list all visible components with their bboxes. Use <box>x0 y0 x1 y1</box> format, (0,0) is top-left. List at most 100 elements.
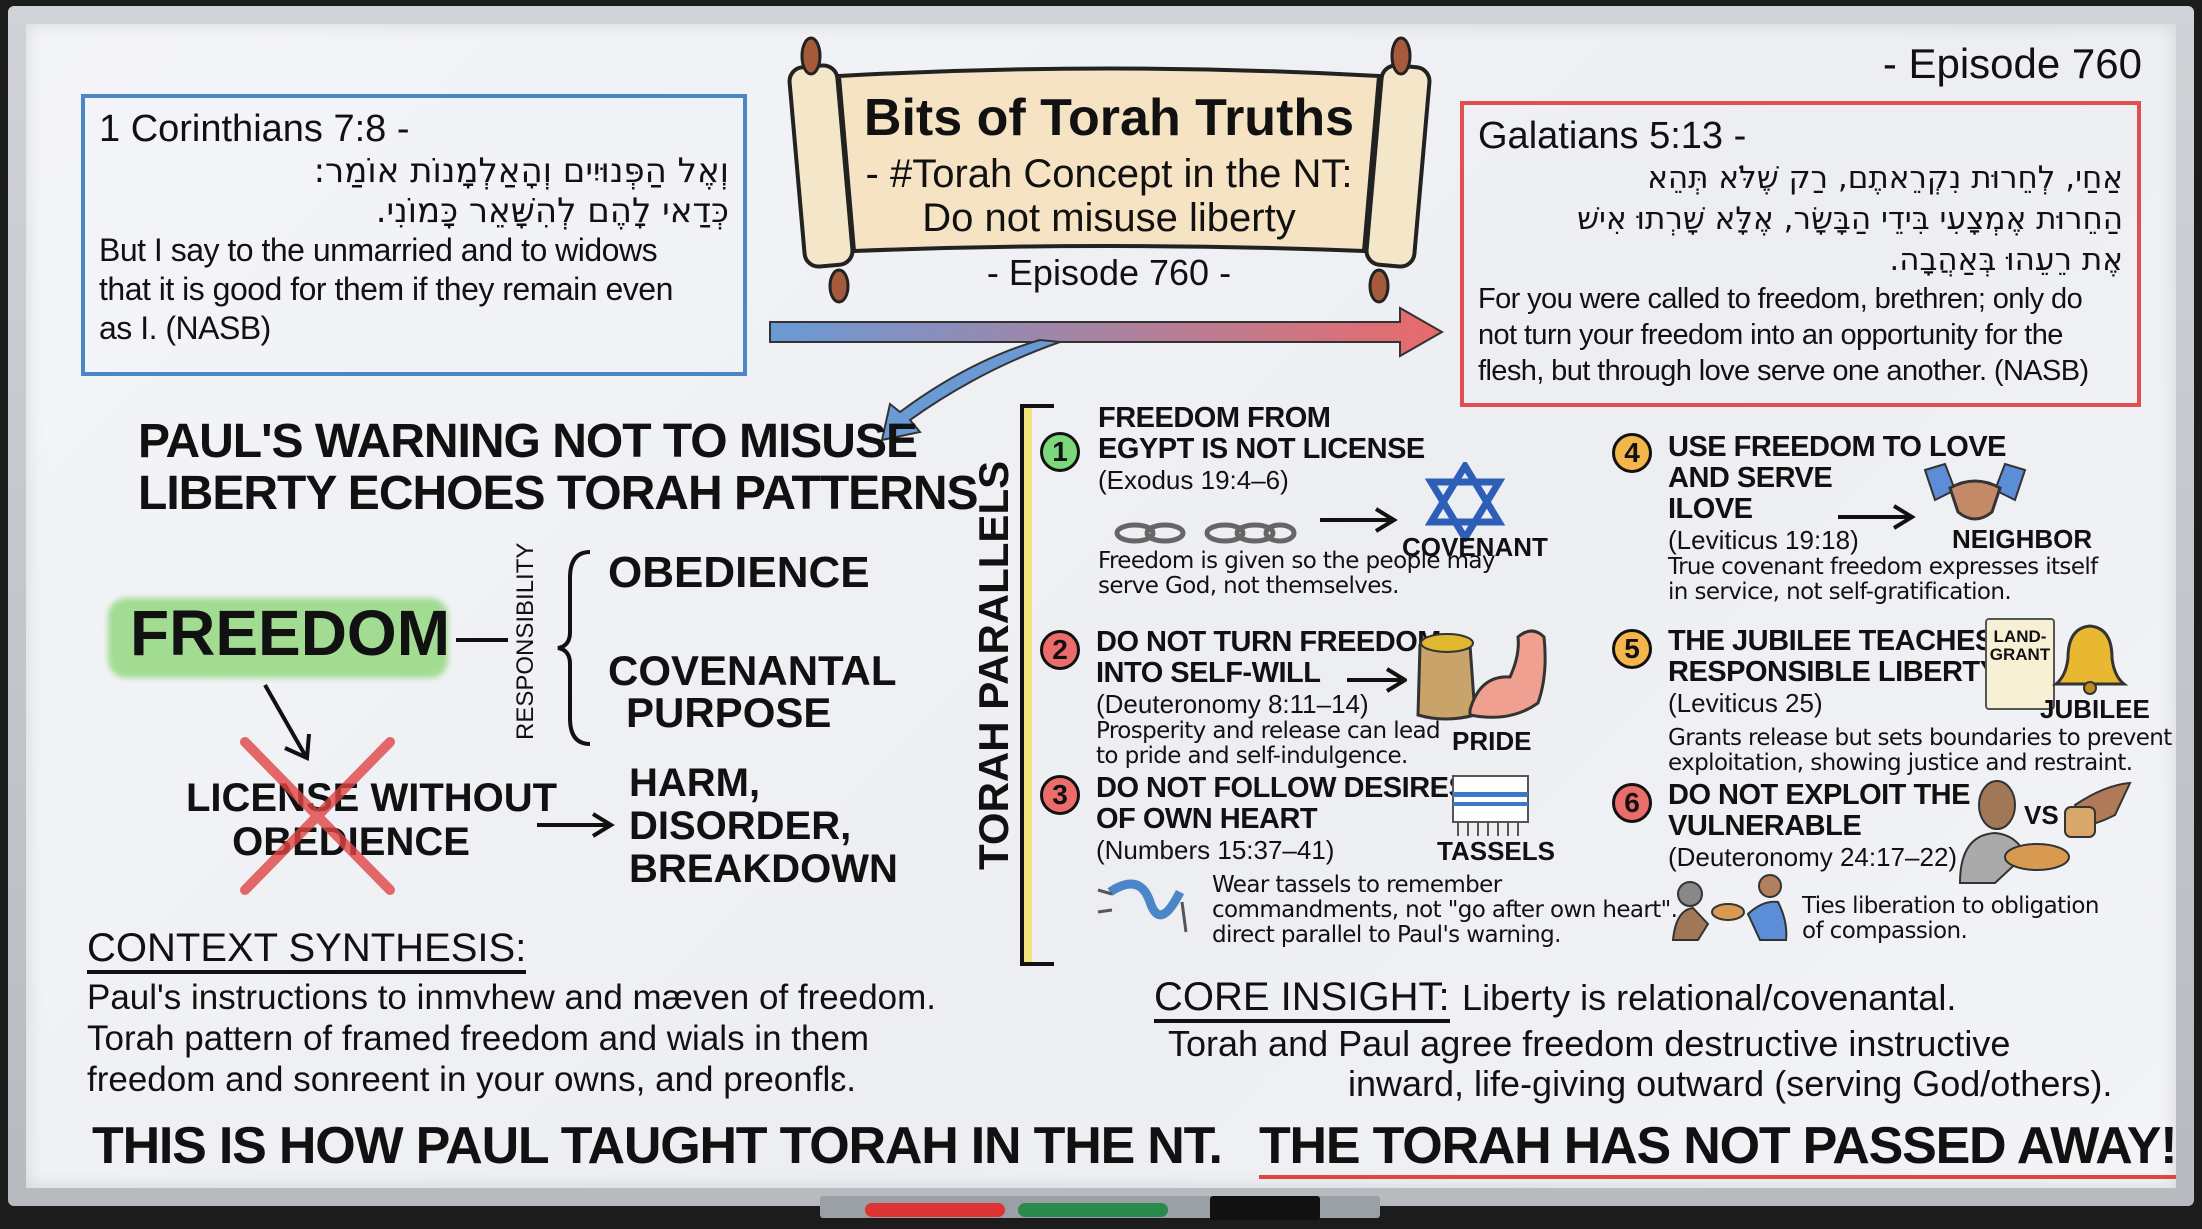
verse-reference: 1 Corinthians 7:8 - <box>99 108 410 150</box>
item-title: AND SERVE <box>1668 462 1833 494</box>
item-number-6: 6 <box>1612 783 1652 823</box>
core-insight-heading: CORE INSIGHT: <box>1154 975 1450 1023</box>
verse-hebrew: אַחַי, לְחֵרוּת נִקְרֵאתֶם, רַק שֶׁלֹּא … <box>1478 158 2123 281</box>
parallel-item-3: DO NOT FOLLOW DESIRES OF OWN HEART (Numbe… <box>1096 773 1468 866</box>
item-number-2: 2 <box>1040 630 1080 670</box>
hebrew-line: אַחַי, לְחֵרוּת נִקְרֵאתֶם, רַק שֶׁלֹּא … <box>1647 160 2123 196</box>
parallel-item-4: USE FREEDOM TO LOVE AND SERVE ILOVE (Levit… <box>1668 432 2098 605</box>
english-line: that it is good for them if they remain … <box>99 271 673 307</box>
item-title: FREEDOM FROM <box>1098 402 1331 434</box>
item-title: ILOVE <box>1668 493 1753 525</box>
item-desc: exploitation, showing justice and restra… <box>1668 750 2133 776</box>
item-title: RESPONSIBLE LIBERTY <box>1668 656 1999 688</box>
english-line: But I say to the unmarried and to widows <box>99 232 658 268</box>
item-desc: True covenant freedom expresses itself <box>1668 554 2098 580</box>
tassel-cords-icon <box>1097 879 1188 933</box>
core-insight-line: inward, life-giving outward (serving God… <box>1348 1063 2113 1104</box>
item-desc: commandments, not "go after own heart". <box>1212 897 1678 923</box>
context-line: Paul's instructions to inmvhew and mæven… <box>87 978 937 1017</box>
verse-box-galatians: Galatians 5:13 - אַחַי, לְחֵרוּת נִקְרֵא… <box>1460 101 2141 407</box>
brace-icon <box>557 550 591 746</box>
verse-hebrew: וְאֶל הַפְּנוּיִים וְהָאַלְמָנוֹת אוֹמַר… <box>99 151 729 231</box>
torah-parallels-label: TORAH PARALLELS <box>970 460 1017 870</box>
item-reference: (Leviticus 25) <box>1668 688 1823 718</box>
branch-line: COVENANTAL <box>608 647 897 694</box>
item-title: USE FREEDOM TO LOVE <box>1668 431 2007 463</box>
item-reference: (Numbers 15:37–41) <box>1096 835 1335 865</box>
dash <box>456 638 508 642</box>
item-reference: (Deuteronomy 8:11–14) <box>1096 689 1369 719</box>
bottom-banner: THIS IS HOW PAUL TAUGHT TORAH IN THE NT.… <box>92 1116 2178 1179</box>
subtitle-line: - #Torah Concept in the NT: <box>865 152 1353 196</box>
item-desc: in service, not self-gratification. <box>1668 579 2012 605</box>
verse-reference: Galatians 5:13 - <box>1478 115 1747 157</box>
core-insight: CORE INSIGHT: Liberty is relational/cove… <box>1154 975 2112 1104</box>
english-line: as I. (NASB) <box>99 310 271 346</box>
sharing-bread-icon <box>1958 780 2132 884</box>
branch-covenantal-purpose: COVENANTAL PURPOSE <box>608 650 897 734</box>
warning-heading: PAUL'S WARNING NOT TO MISUSE LIBERTY ECH… <box>138 415 979 520</box>
item-desc: Freedom is given so the people may <box>1098 548 1496 574</box>
context-heading: CONTEXT SYNTHESIS: <box>87 926 527 974</box>
page-title: Bits of Torah Truths <box>863 89 1355 147</box>
results-label: HARM, DISORDER, BREAKDOWN <box>629 762 898 891</box>
red-x-icon <box>240 737 395 895</box>
parallel-item-2: DO NOT TURN FREEDOM INTO SELF-WILL (Deute… <box>1096 627 1441 769</box>
arrow-right-icon <box>769 306 1445 358</box>
verse-box-corinthians: 1 Corinthians 7:8 - וְאֶל הַפְּנוּיִים ו… <box>81 94 747 376</box>
item-title: OF OWN HEART <box>1096 803 1318 835</box>
item-reference: (Deuteronomy 24:17–22) <box>1668 842 1958 872</box>
hebrew-line: אֶת רֵעֵהוּ בְּאַהֲבָה. <box>1889 242 2123 278</box>
parallel-item-3-desc: Wear tassels to remember commandments, no… <box>1212 872 1678 948</box>
verse-english: But I say to the unmarried and to widows… <box>99 231 729 348</box>
prayer-shawl-icon <box>1452 775 1529 836</box>
parallel-item-6: DO NOT EXPLOIT THE VULNERABLE (Deuteronom… <box>1668 780 1970 873</box>
item-desc: direct parallel to Paul's warning. <box>1212 922 1561 948</box>
item-title: THE JUBILEE TEACHES <box>1668 625 1994 657</box>
item-desc: serve God, not themselves. <box>1098 573 1399 599</box>
subtitle: - #Torah Concept in the NT: Do not misus… <box>779 152 1439 240</box>
green-marker[interactable] <box>1018 1203 1168 1217</box>
context-synthesis: CONTEXT SYNTHESIS: Paul's instructions t… <box>87 926 936 1100</box>
english-line: not turn your freedom into an opportunit… <box>1478 319 2063 351</box>
item-desc: Ties liberation to obligation <box>1802 893 2099 919</box>
star-of-david-icon <box>1425 462 1505 542</box>
subtitle-line: Do not misuse liberty <box>922 196 1296 240</box>
flexed-arm-icon <box>1416 629 1547 721</box>
title-episode: - Episode 760 - <box>986 252 1232 293</box>
license-line: LICENSE WITHOUT <box>186 776 558 820</box>
eraser[interactable] <box>1210 1196 1320 1220</box>
banner-part2: THE TORAH HAS NOT PASSED AWAY! <box>1258 1117 2178 1179</box>
item-reference: (Leviticus 19:18) <box>1668 525 1859 555</box>
responsibility-label: RESPONSIBILITY <box>512 542 539 740</box>
parallel-item-5: THE JUBILEE TEACHES RESPONSIBLE LIBERTY (… <box>1668 626 2172 776</box>
hebrew-line: וְאֶל הַפְּנוּיִים וְהָאַלְמָנוֹת אוֹמַר… <box>313 151 729 191</box>
icon-label-tassels: TASSELS <box>1437 836 1555 866</box>
item-number-1: 1 <box>1040 432 1080 472</box>
item-title: EGYPT IS NOT LICENSE <box>1098 433 1425 465</box>
icon-label-pride: PRIDE <box>1452 726 1532 756</box>
icon-label-vs: VS <box>2024 800 2059 830</box>
verse-english: For you were called to freedom, brethren… <box>1478 281 2123 389</box>
branch-obedience: OBEDIENCE <box>608 548 870 597</box>
item-desc: to pride and self-indulgence. <box>1096 743 1408 769</box>
item-reference: (Exodus 19:4–6) <box>1098 465 1289 495</box>
context-line: Torah pattern of framed freedom and wial… <box>87 1019 870 1058</box>
freedom-label: FREEDOM <box>130 597 450 669</box>
freedom-highlight <box>108 598 448 678</box>
hebrew-line: הַחֵרוּת אֶמְצָעִי בִּידֵי הַבָּשָׂר, אֶ… <box>1577 201 2123 237</box>
yellow-bracket <box>1020 404 1054 966</box>
context-body: Paul's instructions to inmvhew and mæven… <box>87 977 936 1100</box>
icon-label-covenant: COVENANT <box>1402 532 1548 562</box>
english-line: For you were called to freedom, brethren… <box>1478 283 2083 315</box>
item-desc: Wear tassels to remember <box>1212 872 1502 898</box>
result-line: BREAKDOWN <box>629 847 898 891</box>
hebrew-line: כְּדַאי לָהֶם לְהִשָּׁאֵר כָּמוֹנִי. <box>375 191 729 231</box>
red-marker[interactable] <box>865 1203 1005 1217</box>
item-title: VULNERABLE <box>1668 810 1862 842</box>
arrow-right-icon <box>537 812 615 838</box>
item-number-5: 5 <box>1612 629 1652 669</box>
handshake-icon <box>1923 462 2027 521</box>
item-desc: of compassion. <box>1802 918 1968 944</box>
heading-line: PAUL'S WARNING NOT TO MISUSE <box>138 415 918 468</box>
